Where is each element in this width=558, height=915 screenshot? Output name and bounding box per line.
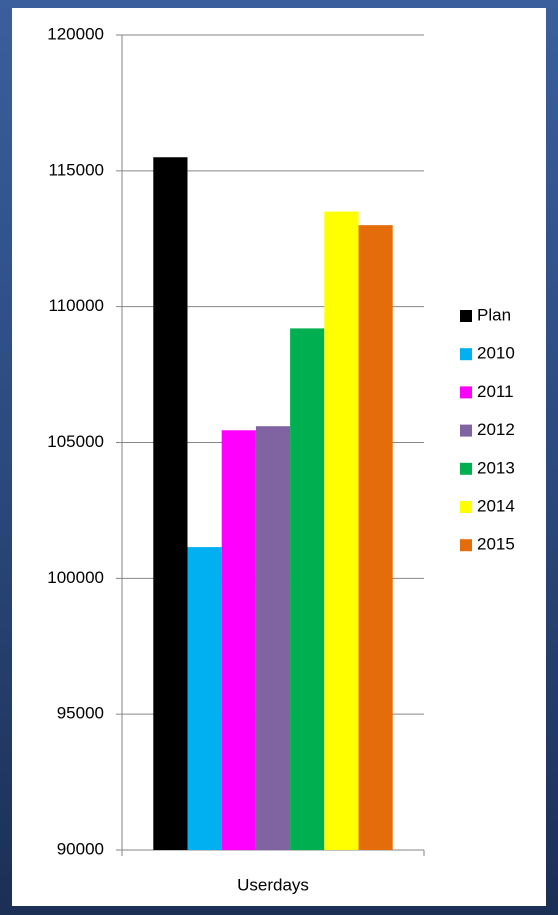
- y-tick-label: 90000: [57, 839, 104, 858]
- bar: [221, 430, 256, 850]
- legend-swatch: [460, 348, 472, 361]
- y-tick-label: 100000: [47, 568, 104, 587]
- legend-label: 2012: [477, 420, 515, 439]
- bar: [187, 547, 222, 850]
- legend-label: 2015: [477, 535, 515, 554]
- legend-swatch: [460, 310, 472, 322]
- y-tick-label: 120000: [47, 24, 104, 43]
- y-tick-label: 95000: [57, 704, 104, 723]
- legend-swatch: [460, 462, 472, 475]
- bar: [324, 211, 359, 851]
- legend-label: 2010: [477, 344, 515, 363]
- y-tick-label: 115000: [49, 160, 104, 179]
- bar: [153, 157, 188, 850]
- legend-swatch: [460, 539, 472, 552]
- legend-swatch: [460, 424, 472, 437]
- legend-swatch: [460, 386, 472, 399]
- y-tick-label: 105000: [47, 432, 104, 451]
- legend-label: 2014: [477, 496, 515, 515]
- bar: [255, 426, 291, 850]
- bar: [358, 225, 393, 850]
- x-tick-label: Userdays: [237, 875, 309, 894]
- legend-label: Plan: [477, 305, 511, 324]
- legend-label: 2011: [477, 382, 514, 401]
- legend-label: 2013: [477, 458, 515, 477]
- legend-swatch: [460, 501, 472, 513]
- y-tick-label: 110000: [49, 296, 104, 315]
- bar: [290, 328, 325, 850]
